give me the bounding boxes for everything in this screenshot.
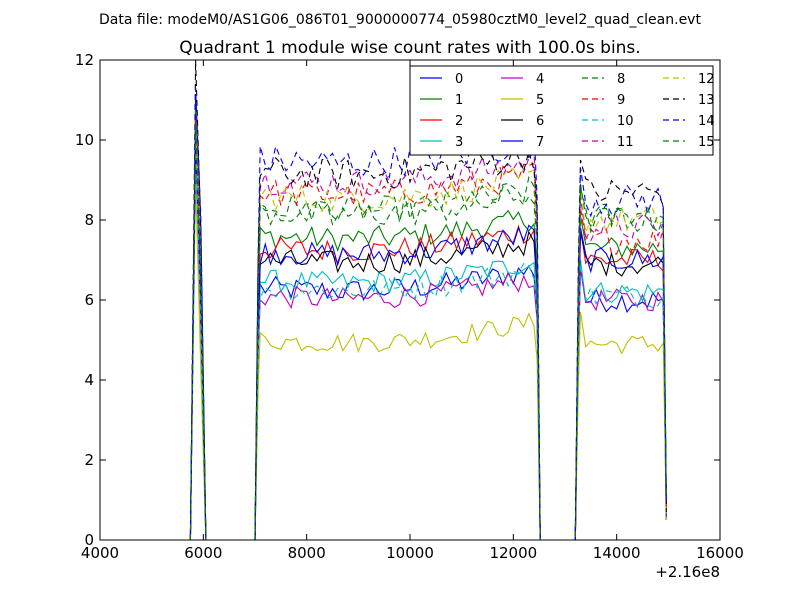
legend-label-12: 12 [698, 72, 715, 87]
y-tick-label: 0 [84, 531, 94, 549]
series-line-15 [189, 123, 667, 541]
x-tick-label: 10000 [386, 544, 434, 562]
series-line-4 [189, 135, 667, 541]
series-line-2 [189, 119, 667, 541]
legend-label-3: 3 [455, 135, 463, 150]
series-line-8 [189, 103, 667, 541]
series-line-5 [189, 179, 667, 541]
series-line-9 [189, 115, 667, 541]
series-line-1 [189, 107, 667, 541]
legend-label-15: 15 [698, 135, 715, 150]
legend-label-8: 8 [617, 72, 625, 87]
legend-box [409, 65, 714, 156]
chart-title: Quadrant 1 module wise count rates with … [179, 38, 640, 58]
legend-label-13: 13 [698, 93, 715, 108]
series-line-11 [189, 123, 667, 541]
x-tick-label: 12000 [489, 544, 537, 562]
legend-label-1: 1 [455, 93, 463, 108]
series-line-14 [189, 87, 667, 541]
y-tick-label: 6 [84, 291, 94, 309]
legend-label-10: 10 [617, 114, 634, 129]
legend-label-2: 2 [455, 114, 463, 129]
legend-label-9: 9 [617, 93, 625, 108]
y-tick-label: 8 [84, 211, 94, 229]
series-line-13 [189, 59, 667, 541]
x-tick-label: 8000 [288, 544, 326, 562]
series-line-12 [189, 127, 667, 541]
legend-label-7: 7 [536, 135, 544, 150]
x-tick-label: 14000 [593, 544, 641, 562]
legend-label-6: 6 [536, 114, 544, 129]
plot-area [189, 59, 667, 541]
y-tick-label: 12 [75, 51, 94, 69]
y-tick-label: 2 [84, 451, 94, 469]
y-tick-label: 10 [75, 131, 94, 149]
y-tick-label: 4 [84, 371, 94, 389]
series-line-7 [189, 139, 667, 541]
data-file-header: Data file: modeM0/AS1G06_086T01_90000007… [99, 12, 701, 28]
x-offset-label: +2.16e8 [655, 563, 720, 581]
legend-label-0: 0 [455, 72, 463, 87]
legend-label-5: 5 [536, 93, 544, 108]
x-tick-label: 16000 [696, 544, 744, 562]
legend-label-11: 11 [617, 135, 634, 150]
legend-label-4: 4 [536, 72, 544, 87]
x-tick-label: 6000 [184, 544, 222, 562]
axes: 4000 6000 8000 10000 12000 14000 1600002468101… [75, 51, 744, 562]
series-line-10 [189, 131, 667, 541]
x-tick-label: 4000 [81, 544, 119, 562]
series-line-0 [189, 95, 667, 541]
legend-label-14: 14 [698, 114, 715, 129]
